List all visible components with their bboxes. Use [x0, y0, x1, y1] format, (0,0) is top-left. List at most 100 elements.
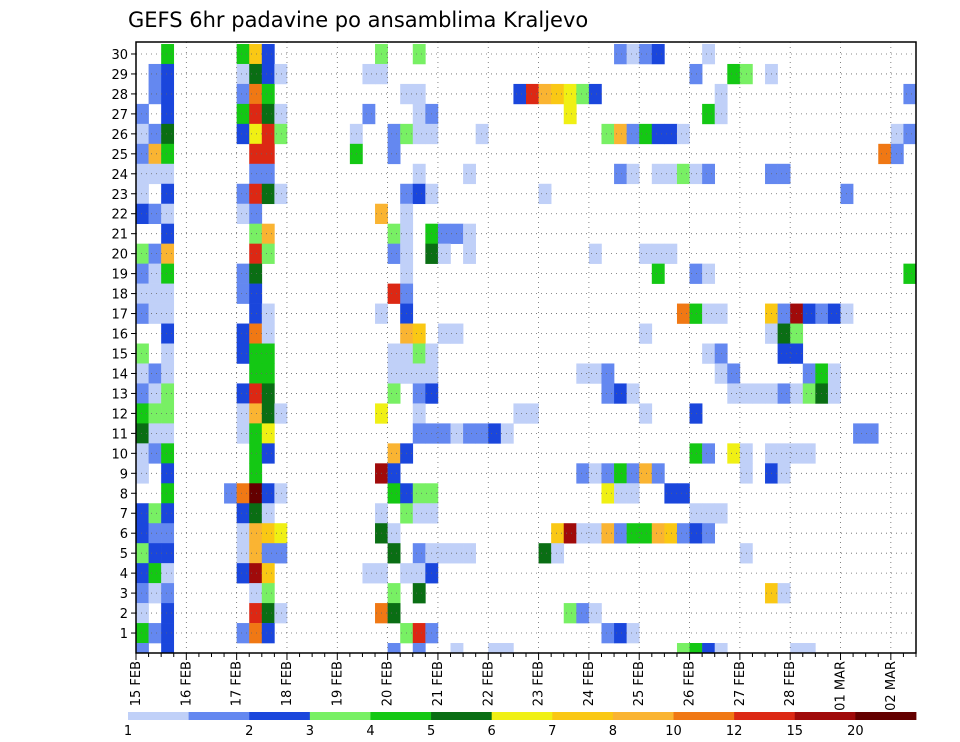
heatmap-cell — [676, 123, 690, 145]
y-tick-label: 14 — [111, 367, 128, 382]
heatmap-cell — [777, 163, 791, 185]
heatmap-cell — [161, 243, 175, 264]
heatmap-cell — [136, 103, 149, 125]
x-tick-label: 02 MAR — [884, 661, 899, 711]
heatmap-cell — [148, 403, 162, 424]
heatmap-cell — [412, 543, 426, 564]
heatmap-cell — [538, 83, 552, 105]
heatmap-cell — [676, 303, 690, 324]
heatmap-cell — [249, 563, 263, 584]
heatmap-cell — [639, 403, 653, 424]
y-tick-label: 27 — [111, 108, 128, 123]
heatmap-cell — [576, 83, 590, 105]
y-tick-label: 23 — [111, 188, 128, 203]
heatmap-cell — [890, 143, 904, 165]
heatmap-cell — [676, 643, 690, 654]
heatmap-cell — [387, 583, 401, 604]
heatmap-cell — [626, 44, 640, 65]
heatmap-cell — [412, 123, 426, 145]
heatmap-cell — [588, 83, 602, 105]
heatmap-cell — [702, 303, 716, 324]
legend-label: 15 — [786, 724, 803, 739]
heatmap-cell — [136, 463, 149, 484]
heatmap-cell — [249, 423, 263, 444]
heatmap-cell — [249, 623, 263, 644]
heatmap-cell — [412, 343, 426, 364]
heatmap-cell — [249, 44, 263, 65]
heatmap-cell — [261, 563, 275, 584]
heatmap-cell — [362, 103, 376, 125]
heatmap-cell — [236, 423, 250, 444]
heatmap-cell — [161, 343, 175, 364]
heatmap-cell — [261, 123, 275, 145]
heatmap-cell — [651, 243, 665, 264]
y-tick-label: 2 — [120, 607, 128, 622]
heatmap-cell — [148, 83, 162, 105]
legend-swatch — [309, 712, 371, 720]
y-tick-label: 19 — [111, 268, 128, 283]
heatmap-cell — [563, 603, 577, 624]
heatmap-cell — [261, 44, 275, 65]
heatmap-cell — [614, 463, 627, 484]
heatmap-cell — [249, 183, 263, 205]
heatmap-cell — [136, 123, 149, 145]
heatmap-cell — [136, 183, 149, 205]
heatmap-cell — [136, 443, 149, 464]
heatmap-cell — [513, 403, 527, 424]
x-tick-label: 17 FEB — [230, 661, 245, 706]
heatmap-cell — [136, 203, 149, 225]
heatmap-cell — [702, 503, 716, 524]
heatmap-cell — [689, 163, 703, 185]
heatmap-cell — [161, 303, 175, 324]
heatmap-cell — [148, 123, 162, 145]
heatmap-cell — [148, 263, 162, 284]
heatmap-cell — [274, 603, 288, 624]
heatmap-cell — [136, 403, 149, 424]
y-tick-label: 26 — [111, 128, 128, 143]
y-tick-label: 4 — [120, 567, 128, 582]
heatmap-cell — [148, 443, 162, 464]
heatmap-cell — [702, 263, 716, 284]
legend-swatch — [552, 712, 614, 720]
heatmap-cell — [626, 523, 640, 544]
legend-label: 4 — [366, 724, 374, 739]
heatmap-cell — [651, 523, 665, 544]
heatmap-cell — [412, 163, 426, 185]
heatmap-cell — [249, 103, 263, 125]
heatmap-cell — [626, 383, 640, 404]
heatmap-cell — [689, 263, 703, 284]
heatmap-cell — [526, 83, 539, 105]
heatmap-cell — [236, 623, 250, 644]
legend-label: 20 — [847, 724, 864, 739]
heatmap-cell — [702, 643, 716, 654]
heatmap-cell — [412, 643, 426, 654]
heatmap-cell — [249, 403, 263, 424]
heatmap-cell — [362, 563, 376, 584]
heatmap-cell — [261, 183, 275, 205]
heatmap-cell — [651, 123, 665, 145]
heatmap-cell — [161, 223, 175, 244]
heatmap-cell — [148, 543, 162, 564]
heatmap-cell — [387, 283, 401, 304]
heatmap-cell — [664, 243, 678, 264]
heatmap-cell — [802, 303, 816, 324]
heatmap-cell — [148, 303, 162, 324]
heatmap-cell — [488, 423, 502, 444]
legend-swatch — [431, 712, 493, 720]
y-tick-label: 8 — [120, 487, 128, 502]
heatmap-cell — [488, 643, 502, 654]
heatmap-cell — [274, 403, 288, 424]
heatmap-cell — [249, 583, 263, 604]
grid-lines — [135, 42, 916, 653]
heatmap-cell — [412, 383, 426, 404]
heatmap-cell — [601, 463, 615, 484]
heatmap-cell — [563, 103, 577, 125]
x-tick-label: 25 FEB — [632, 661, 647, 706]
heatmap-cell — [437, 243, 451, 264]
heatmap-cell — [727, 363, 741, 384]
y-tick-label: 9 — [120, 467, 128, 482]
heatmap-cell — [890, 123, 904, 145]
heatmap-cell — [614, 523, 627, 544]
heatmap-cell — [689, 643, 703, 654]
heatmap-cell — [161, 383, 175, 404]
